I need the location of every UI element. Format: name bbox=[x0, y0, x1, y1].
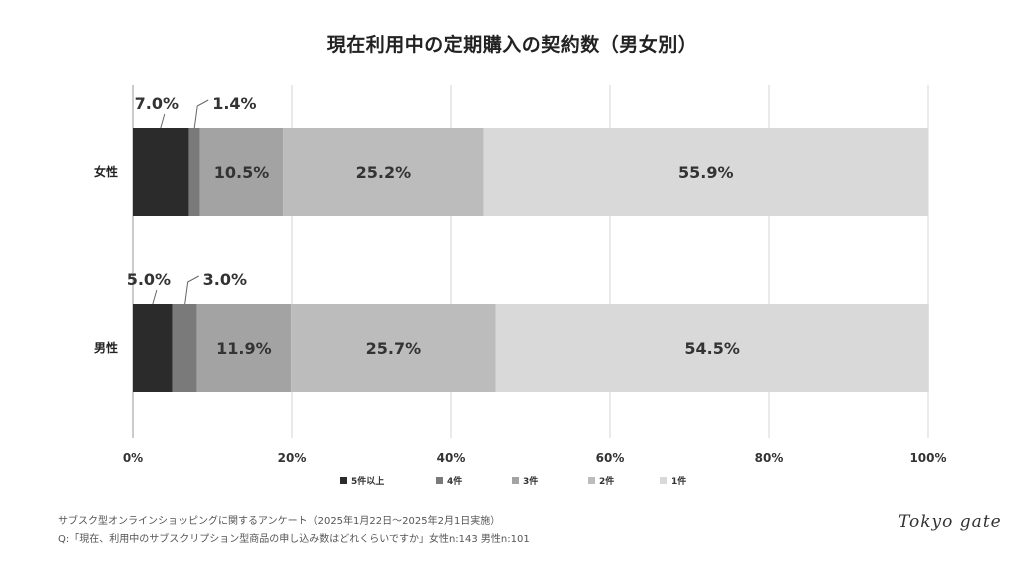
legend-swatch bbox=[340, 477, 347, 484]
bar-segment bbox=[291, 304, 496, 392]
bar-segment bbox=[283, 128, 484, 216]
legend-label: 4件 bbox=[447, 475, 462, 487]
x-tick-label: 80% bbox=[755, 451, 784, 465]
legend-swatch bbox=[436, 477, 443, 484]
bars bbox=[133, 128, 929, 392]
brand-logo: Tokyo gate bbox=[898, 512, 1002, 532]
data-label: 1.4% bbox=[212, 94, 256, 113]
bar-segment bbox=[196, 304, 292, 392]
x-tick-label: 0% bbox=[123, 451, 143, 465]
leader-line bbox=[160, 113, 166, 129]
bar-segment bbox=[133, 128, 189, 216]
x-tick-label: 100% bbox=[909, 451, 946, 465]
legend-label: 5件以上 bbox=[351, 475, 384, 487]
x-tick-label: 40% bbox=[437, 451, 466, 465]
legend-label: 3件 bbox=[523, 475, 538, 487]
data-label: 54.5% bbox=[684, 339, 740, 358]
legend: 5件以上 4件 3件 2件 1件 bbox=[340, 475, 686, 487]
x-tick-label: 20% bbox=[278, 451, 307, 465]
leader-line bbox=[193, 99, 209, 129]
data-label: 55.9% bbox=[678, 163, 734, 182]
bar-segment bbox=[188, 128, 200, 216]
bar-segment bbox=[199, 128, 284, 216]
data-label: 11.9% bbox=[216, 339, 272, 358]
bar-segment bbox=[495, 304, 929, 392]
category-label: 女性 bbox=[94, 164, 118, 179]
data-label: 3.0% bbox=[203, 270, 247, 289]
legend-label: 2件 bbox=[599, 475, 614, 487]
data-label: 10.5% bbox=[214, 163, 270, 182]
legend-swatch bbox=[660, 477, 667, 484]
leader-line bbox=[184, 275, 199, 305]
data-label: 25.7% bbox=[366, 339, 422, 358]
legend-swatch bbox=[512, 477, 519, 484]
data-label: 25.2% bbox=[356, 163, 412, 182]
data-label: 5.0% bbox=[127, 270, 171, 289]
bar-segment bbox=[483, 128, 928, 216]
data-label: 7.0% bbox=[135, 94, 179, 113]
x-axis: 0% 20% 40% 60% 80% 100% bbox=[123, 451, 947, 465]
chart-title: 現在利用中の定期購入の契約数（男女別） bbox=[326, 34, 698, 56]
category-label: 男性 bbox=[94, 340, 118, 355]
x-tick-label: 60% bbox=[596, 451, 625, 465]
survey-note: サブスク型オンラインショッピングに関するアンケート（2025年1月22日〜202… bbox=[58, 516, 501, 527]
bar-segment bbox=[172, 304, 197, 392]
leader-line bbox=[152, 289, 158, 305]
question-note: Q:「現在、利用中のサブスクリプション型商品の申し込み数はどれくらいですか」女性… bbox=[58, 534, 530, 545]
bar-segment bbox=[133, 304, 173, 392]
legend-swatch bbox=[588, 477, 595, 484]
legend-label: 1件 bbox=[671, 475, 686, 487]
bar-labels: 7.0% 1.4% 10.5% 25.2% 55.9% 5.0% 3.0% 11.9% 25.7… bbox=[127, 94, 740, 358]
